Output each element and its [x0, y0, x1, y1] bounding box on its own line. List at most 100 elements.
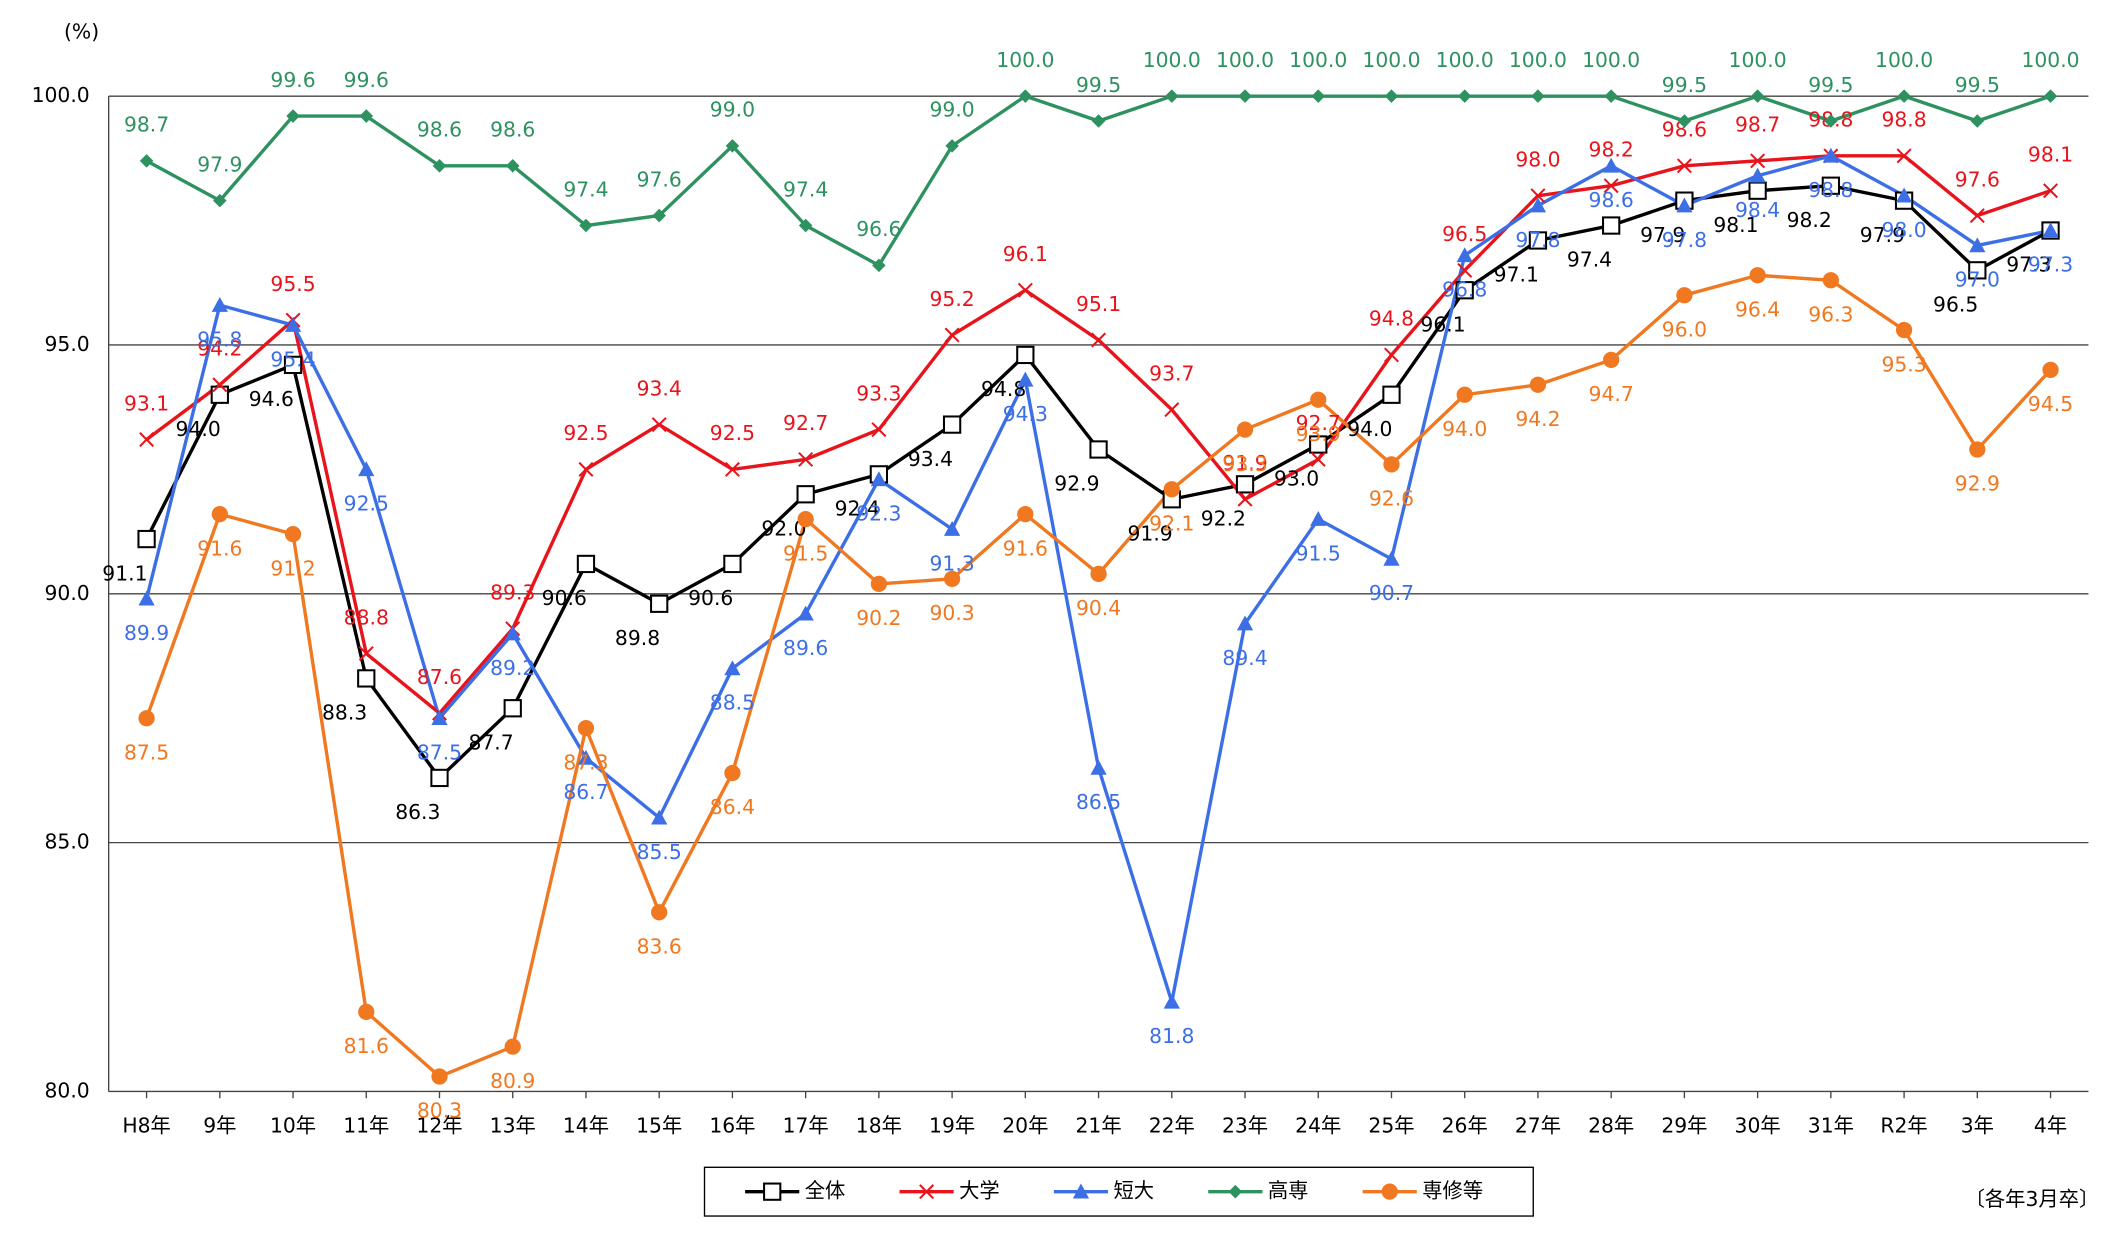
marker — [1969, 237, 1986, 253]
marker — [943, 520, 961, 536]
data-label: 86.3 — [395, 800, 440, 824]
data-label: 90.6 — [542, 586, 587, 610]
marker — [1309, 435, 1328, 454]
marker — [1895, 187, 1913, 203]
marker — [211, 506, 228, 523]
marker — [1091, 332, 1107, 348]
data-label: 80.3 — [417, 1099, 462, 1123]
data-label: 91.6 — [1003, 536, 1048, 560]
marker — [943, 570, 961, 587]
marker — [1238, 89, 1252, 103]
marker — [870, 471, 887, 487]
data-label: 89.4 — [1222, 646, 1267, 670]
data-label: 100.0 — [1582, 48, 1640, 72]
x-tick-label: 20年 — [1002, 1114, 1048, 1138]
x-tick-label: 11年 — [343, 1114, 389, 1138]
data-label: 92.5 — [710, 421, 755, 445]
marker — [1603, 178, 1619, 194]
marker — [1381, 1183, 1398, 1200]
data-label: 94.0 — [176, 417, 221, 441]
data-label: 100.0 — [1875, 48, 1933, 72]
data-label: 100.0 — [1509, 48, 1567, 72]
marker — [1602, 216, 1621, 235]
x-tick-label: 23年 — [1222, 1114, 1268, 1138]
marker — [577, 749, 595, 765]
marker — [210, 385, 229, 404]
data-label: 92.9 — [1054, 472, 1099, 496]
data-label: 98.0 — [1515, 147, 1560, 171]
data-label: 97.6 — [637, 167, 682, 191]
data-label: 96.5 — [1933, 293, 1978, 317]
data-label: 100.0 — [2021, 48, 2079, 72]
x-tick-label: 24年 — [1295, 1114, 1341, 1138]
x-tick-label: 21年 — [1075, 1114, 1121, 1138]
data-label: 100.0 — [1436, 48, 1494, 72]
marker — [211, 297, 228, 312]
x-tick-label: 31年 — [1808, 1114, 1854, 1138]
data-label: 91.9 — [1222, 451, 1267, 475]
note: 〔各年3月卒〕 — [1965, 1187, 2100, 1211]
series-line — [145, 154, 2052, 716]
data-label: 97.4 — [1567, 248, 1612, 272]
marker — [1236, 421, 1254, 438]
x-tick-label: 12年 — [416, 1114, 462, 1138]
marker — [1822, 147, 1839, 163]
data-label: 98.7 — [124, 113, 169, 137]
x-tick-label: 15年 — [636, 1114, 682, 1138]
marker — [725, 139, 740, 153]
marker — [724, 660, 741, 676]
marker — [2042, 361, 2059, 378]
marker — [1749, 167, 1766, 183]
data-label: 87.6 — [417, 665, 462, 689]
marker — [944, 327, 960, 343]
data-label: 97.3 — [2006, 253, 2051, 277]
marker — [1530, 188, 1546, 204]
data-label: 92.4 — [835, 497, 880, 521]
x-tick-label: 19年 — [929, 1114, 975, 1138]
x-tick-label: 13年 — [490, 1114, 536, 1138]
data-label: 100.0 — [996, 48, 1054, 72]
marker — [1969, 208, 1985, 224]
data-label: 90.6 — [688, 586, 733, 610]
x-tick-label: 14年 — [563, 1114, 609, 1138]
data-label: 97.9 — [1640, 223, 1685, 247]
x-tick-label: 16年 — [709, 1114, 755, 1138]
marker — [1163, 481, 1180, 498]
data-label: 92.6 — [1369, 487, 1414, 511]
data-label: 95.5 — [270, 272, 315, 296]
data-label: 91.2 — [270, 556, 315, 580]
marker — [283, 355, 303, 375]
data-label: 100.0 — [1143, 48, 1201, 72]
marker — [1896, 148, 1912, 164]
data-label: 93.3 — [856, 381, 901, 405]
data-label: 95.8 — [197, 327, 242, 351]
data-label: 94.3 — [1003, 402, 1048, 426]
y-tick-label: 100.0 — [32, 83, 90, 107]
data-label: 97.4 — [563, 177, 608, 201]
data-label: 99.0 — [710, 98, 755, 122]
marker — [919, 1184, 935, 1200]
data-label: 99.5 — [1955, 73, 2000, 97]
marker — [139, 432, 155, 448]
marker — [798, 451, 814, 467]
x-tick-label: 10年 — [270, 1114, 316, 1138]
data-label: 92.7 — [783, 411, 828, 435]
marker — [652, 208, 666, 223]
marker — [1529, 197, 1547, 213]
data-label: 94.0 — [1442, 417, 1487, 441]
data-label: 94.7 — [1589, 382, 1634, 406]
marker — [798, 218, 813, 233]
x-tick-label: 27年 — [1515, 1114, 1561, 1138]
data-label: 96.5 — [1442, 222, 1487, 246]
marker — [577, 720, 595, 737]
marker — [1457, 89, 1472, 103]
data-label: 93.0 — [1274, 467, 1319, 491]
marker — [212, 377, 228, 393]
marker — [872, 258, 886, 273]
marker — [1072, 1183, 1090, 1199]
marker — [1969, 441, 1986, 458]
data-label: 92.5 — [344, 492, 389, 516]
marker — [358, 646, 374, 662]
x-tick-label: H8年 — [122, 1114, 170, 1138]
marker — [2043, 183, 2059, 199]
